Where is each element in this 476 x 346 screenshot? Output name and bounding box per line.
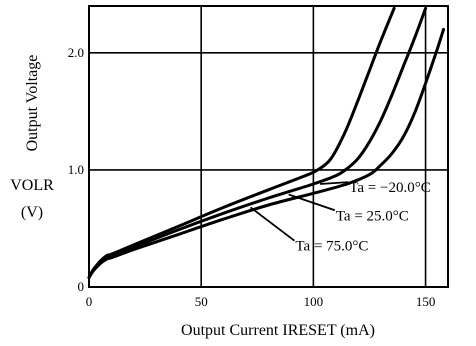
x-tick-label: 0: [86, 294, 93, 309]
y-tick-label: 1.0: [68, 162, 84, 177]
grid: [89, 6, 448, 287]
annotation-leader-2: [288, 193, 336, 212]
plot-frame: [88, 5, 449, 288]
annotations: Ta = −20.0°C Ta = 25.0°C Ta = 75.0°C: [250, 180, 431, 255]
tick-labels: 0 50 100 150 0 1.0 2.0: [68, 45, 436, 309]
annotation-leader-1: [320, 181, 349, 185]
annotation-label-3: Ta = 75.0°C: [295, 239, 368, 255]
annotation-leader-3: [250, 206, 295, 242]
series-line-2: [87, 6, 428, 280]
series-group: [87, 6, 445, 280]
x-tick-label: 50: [195, 294, 208, 309]
x-tick-label: 100: [304, 294, 324, 309]
annotation-label-2: Ta = 25.0°C: [336, 208, 409, 224]
y-tick-label: 0: [78, 279, 85, 294]
y-axis-unit: (V): [21, 204, 43, 221]
series-line-1: [87, 6, 396, 280]
annotation-label-1: Ta = −20.0°C: [349, 180, 430, 196]
x-axis-title: Output Current IRESET (mA): [181, 322, 375, 339]
series-line-3: [87, 27, 445, 280]
x-tick-label: 150: [416, 294, 436, 309]
y-tick-label: 2.0: [68, 45, 84, 60]
y-axis-symbol: VOLR: [10, 177, 54, 194]
y-axis-title: Output Voltage: [24, 55, 41, 152]
